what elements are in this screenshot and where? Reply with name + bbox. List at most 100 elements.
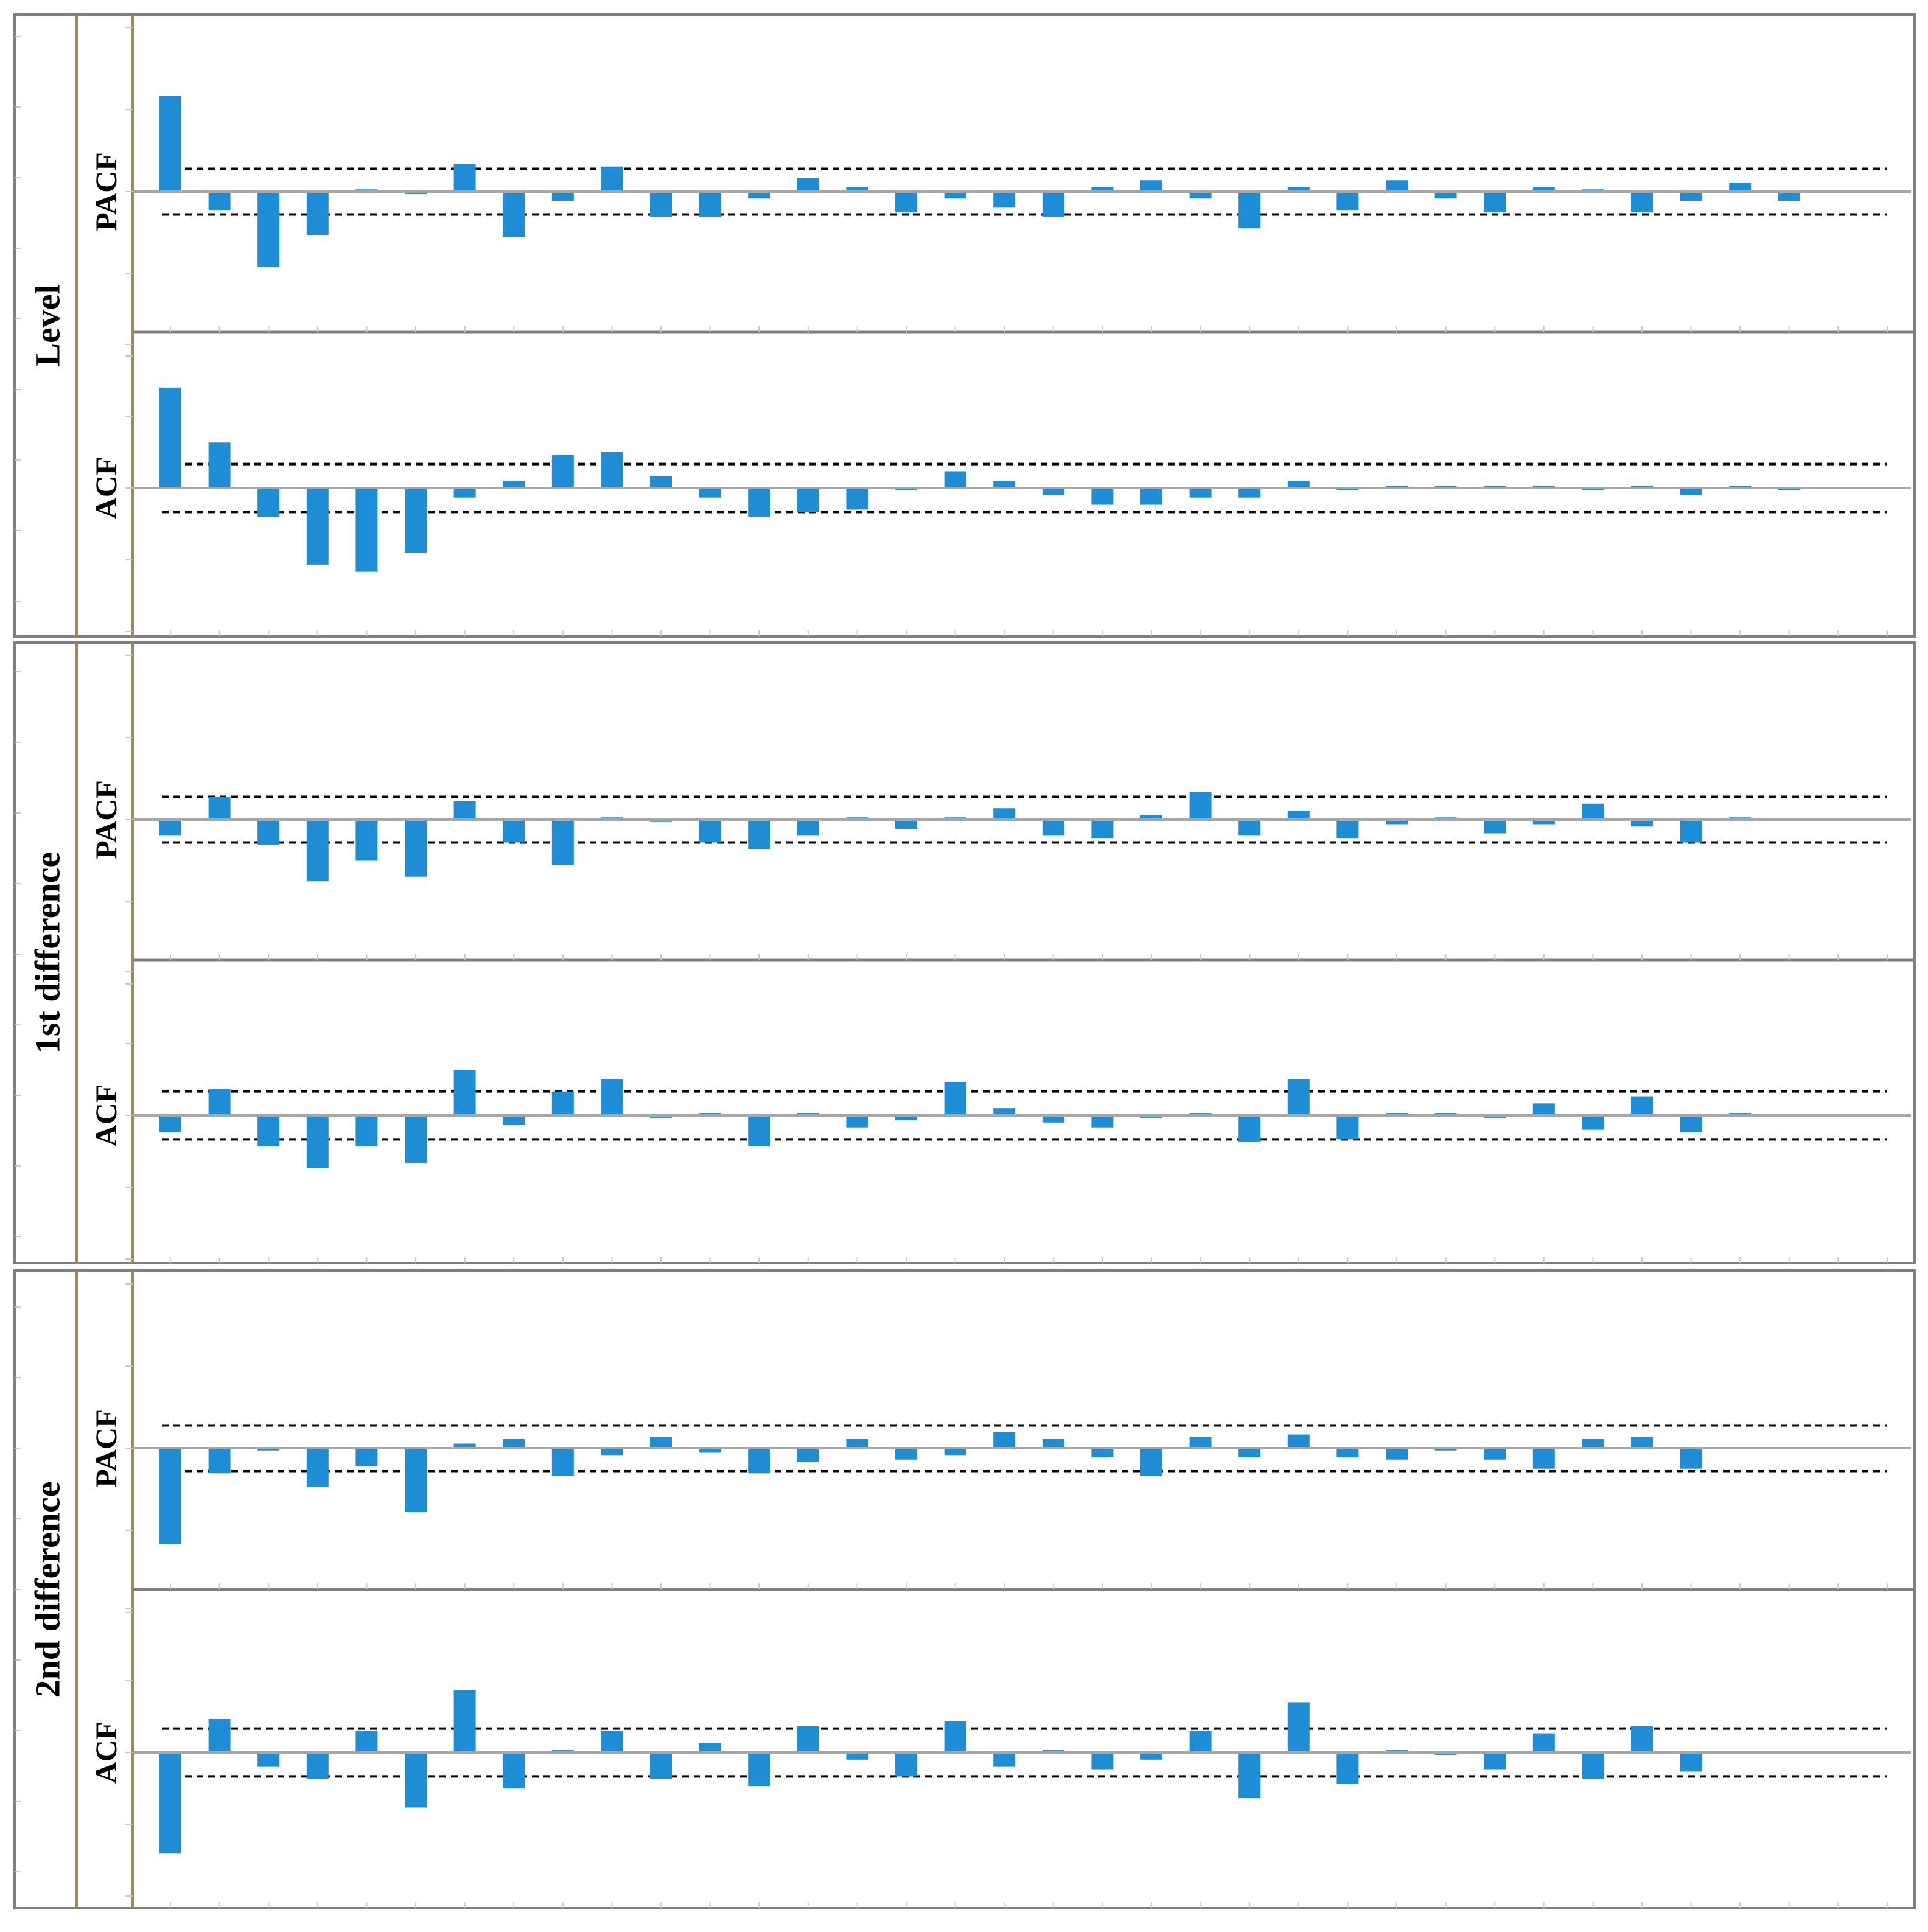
bar-lag-24: [1287, 1079, 1310, 1115]
bar-lag-25: [1336, 1752, 1359, 1784]
bar-lag-31: [1631, 1437, 1653, 1448]
bar-lag-5: [355, 488, 378, 572]
bar-lag-9: [551, 820, 574, 865]
panel-pacf-1: PACF: [89, 27, 1911, 357]
bar-lag-5: [355, 1731, 378, 1752]
bar-lag-12: [699, 820, 721, 843]
bar-lag-1: [159, 820, 181, 836]
bar-lag-19: [1042, 488, 1064, 495]
panel-label: ACF: [89, 1084, 123, 1147]
bar-lag-6: [405, 820, 427, 877]
bar-lag-8: [503, 481, 525, 488]
panel-label: ACF: [89, 457, 123, 520]
bar-lag-9: [551, 192, 574, 201]
bar-lag-11: [650, 192, 672, 217]
panel-pacf-3: PACF: [89, 1283, 1911, 1613]
bar-lag-16: [895, 1115, 917, 1120]
bar-lag-14: [797, 1448, 819, 1462]
bar-lag-20: [1091, 488, 1114, 505]
bar-lag-10: [601, 1731, 623, 1752]
bar-lag-18: [993, 192, 1016, 208]
bar-lag-31: [1631, 1726, 1653, 1752]
bar-lag-13: [748, 1448, 770, 1474]
bar-lag-30: [1582, 1752, 1604, 1779]
bar-lag-16: [895, 820, 917, 829]
bar-lag-18: [993, 1432, 1016, 1448]
bar-lag-13: [748, 1115, 770, 1147]
bar-lag-22: [1189, 792, 1212, 820]
bar-lag-15: [846, 488, 868, 510]
bar-lag-8: [503, 1752, 525, 1788]
bar-lag-15: [846, 187, 868, 192]
bar-lag-25: [1336, 1448, 1359, 1457]
bar-lag-11: [650, 1437, 672, 1448]
bar-lag-1: [159, 387, 181, 488]
bar-lag-26: [1386, 820, 1408, 825]
bar-lag-9: [551, 454, 574, 488]
bar-lag-26: [1386, 1448, 1408, 1460]
bar-lag-17: [944, 1081, 966, 1115]
bar-lag-32: [1680, 1448, 1702, 1469]
bar-lag-23: [1238, 1115, 1261, 1142]
bar-lag-22: [1189, 192, 1212, 199]
bar-lag-21: [1140, 815, 1162, 820]
bar-lag-1: [159, 1448, 181, 1544]
bar-lag-7: [453, 801, 476, 820]
bar-lag-20: [1091, 1448, 1114, 1457]
bar-lag-1: [159, 1115, 181, 1132]
bar-lag-28: [1484, 820, 1506, 834]
bar-lag-18: [993, 808, 1016, 820]
bar-lag-5: [355, 1448, 378, 1466]
panel-acf-3: ACF: [89, 1608, 1911, 1908]
group-label: Level: [28, 284, 68, 366]
bar-lag-7: [453, 1070, 476, 1115]
bar-lag-20: [1091, 1752, 1114, 1770]
bar-lag-24: [1287, 1702, 1310, 1752]
bar-lag-32: [1680, 488, 1702, 495]
bar-lag-16: [895, 192, 917, 212]
bar-lag-12: [699, 1743, 721, 1752]
bar-lag-7: [453, 164, 476, 192]
bar-lag-4: [306, 1752, 329, 1779]
bar-lag-33: [1729, 183, 1752, 192]
bar-lag-15: [846, 1115, 868, 1128]
bar-lag-19: [1042, 192, 1064, 217]
group-2: 1st difference: [13, 641, 1916, 1264]
bar-lag-30: [1582, 803, 1604, 820]
bar-lag-5: [355, 820, 378, 861]
bar-lag-24: [1287, 1434, 1310, 1448]
bar-lag-2: [208, 442, 231, 488]
bar-lag-7: [453, 488, 476, 498]
bar-lag-23: [1238, 1752, 1261, 1798]
bar-lag-28: [1484, 1752, 1506, 1770]
bar-lag-16: [895, 1448, 917, 1460]
bar-lag-32: [1680, 192, 1702, 201]
bar-lag-29: [1532, 187, 1555, 192]
bar-lag-7: [453, 1443, 476, 1448]
bar-lag-14: [797, 178, 819, 192]
bar-lag-17: [944, 192, 966, 199]
bar-lag-6: [405, 1752, 427, 1808]
bar-lag-32: [1680, 1752, 1702, 1772]
bar-lag-24: [1287, 811, 1310, 820]
bar-lag-4: [306, 1115, 329, 1168]
group-label: 1st difference: [28, 852, 68, 1054]
bar-lag-3: [257, 192, 280, 267]
bar-lag-25: [1336, 192, 1359, 210]
bar-lag-17: [944, 471, 966, 488]
bar-lag-27: [1434, 192, 1457, 199]
bar-lag-19: [1042, 1115, 1064, 1123]
group-frame: [13, 13, 1916, 638]
bar-lag-11: [650, 1752, 672, 1779]
bar-lag-13: [748, 820, 770, 849]
group-1: Level: [13, 13, 1916, 638]
bar-lag-26: [1386, 180, 1408, 192]
group-3: 2nd difference: [13, 1269, 1916, 1909]
bar-lag-23: [1238, 1448, 1261, 1457]
bar-lag-10: [601, 1448, 623, 1456]
panel-label: PACF: [89, 152, 123, 231]
bar-lag-17: [944, 1448, 966, 1456]
bar-lag-1: [159, 96, 181, 192]
bar-lag-21: [1140, 180, 1162, 192]
